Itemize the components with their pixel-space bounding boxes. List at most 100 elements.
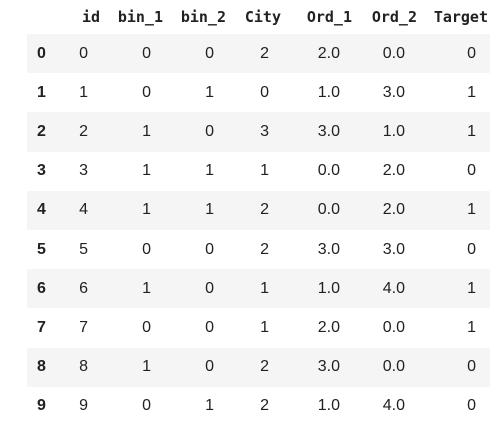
cell-bin-2: 1 xyxy=(205,83,214,101)
row-index: 3 xyxy=(37,162,46,180)
cell-target: 1 xyxy=(467,279,476,297)
cell-bin-2: 0 xyxy=(205,358,214,376)
header-city: City xyxy=(228,0,283,34)
cell-ord-2: 0.0 xyxy=(382,358,405,376)
cell-ord-2: 4.0 xyxy=(382,279,405,297)
cell-city: 2 xyxy=(260,397,269,415)
header-bin-1: bin_1 xyxy=(102,0,165,34)
cell-target: 0 xyxy=(467,397,476,415)
cell-bin-1: 0 xyxy=(142,397,151,415)
table-row: 6 6 1 0 1 1.0 4.0 1 xyxy=(27,269,490,309)
cell-bin-2: 1 xyxy=(205,201,214,219)
cell-city: 0 xyxy=(260,83,269,101)
cell-ord-1: 1.0 xyxy=(317,397,340,415)
cell-target: 0 xyxy=(467,162,476,180)
dataframe-table: id bin_1 bin_2 City Ord_1 Ord_2 Target 0… xyxy=(27,0,490,426)
cell-ord-1: 3.0 xyxy=(317,240,340,258)
cell-bin-1: 1 xyxy=(142,201,151,219)
cell-bin-1: 0 xyxy=(142,44,151,62)
cell-ord-1: 3.0 xyxy=(317,122,340,140)
cell-city: 1 xyxy=(260,279,269,297)
row-index: 2 xyxy=(37,122,46,140)
cell-bin-1: 0 xyxy=(142,83,151,101)
cell-ord-2: 0.0 xyxy=(382,44,405,62)
cell-bin-2: 1 xyxy=(205,162,214,180)
row-index: 5 xyxy=(37,240,46,258)
cell-city: 1 xyxy=(260,318,269,336)
table-row: 3 3 1 1 1 0.0 2.0 0 xyxy=(27,151,490,191)
cell-target: 1 xyxy=(467,122,476,140)
table-row: 8 8 1 0 2 3.0 0.0 0 xyxy=(27,347,490,387)
cell-ord-1: 0.0 xyxy=(317,162,340,180)
cell-ord-1: 1.0 xyxy=(317,279,340,297)
cell-bin-1: 1 xyxy=(142,279,151,297)
cell-city: 2 xyxy=(260,358,269,376)
cell-bin-2: 0 xyxy=(205,318,214,336)
cell-ord-1: 3.0 xyxy=(317,358,340,376)
row-index: 6 xyxy=(37,279,46,297)
header-target: Target xyxy=(419,0,490,34)
cell-target: 0 xyxy=(467,358,476,376)
table-row: 5 5 0 0 2 3.0 3.0 0 xyxy=(27,229,490,270)
header-ord-2: Ord_2 xyxy=(354,0,419,34)
header-row: id bin_1 bin_2 City Ord_1 Ord_2 Target xyxy=(27,0,490,34)
cell-city: 2 xyxy=(260,44,269,62)
cell-bin-1: 1 xyxy=(142,358,151,376)
header-bin-2: bin_2 xyxy=(165,0,228,34)
cell-city: 2 xyxy=(260,240,269,258)
table-row: 4 4 1 1 2 0.0 2.0 1 xyxy=(27,190,490,230)
cell-id: 6 xyxy=(79,279,88,297)
cell-ord-2: 4.0 xyxy=(382,397,405,415)
cell-city: 3 xyxy=(260,122,269,140)
cell-ord-2: 3.0 xyxy=(382,240,405,258)
cell-id: 7 xyxy=(79,318,88,336)
cell-ord-2: 1.0 xyxy=(382,122,405,140)
cell-ord-1: 0.0 xyxy=(317,201,340,219)
header-id: id xyxy=(65,0,102,34)
table-row: 7 7 0 0 1 2.0 0.0 1 xyxy=(27,308,490,348)
row-index: 8 xyxy=(37,358,46,376)
cell-ord-2: 2.0 xyxy=(382,201,405,219)
cell-bin-1: 0 xyxy=(142,318,151,336)
header-ord-1: Ord_1 xyxy=(283,0,354,34)
cell-id: 8 xyxy=(79,358,88,376)
cell-target: 0 xyxy=(467,240,476,258)
cell-ord-1: 1.0 xyxy=(317,83,340,101)
cell-bin-2: 0 xyxy=(205,44,214,62)
cell-ord-2: 0.0 xyxy=(382,318,405,336)
row-index: 4 xyxy=(37,201,46,219)
row-index: 7 xyxy=(37,318,46,336)
row-index: 9 xyxy=(37,397,46,415)
cell-target: 1 xyxy=(467,83,476,101)
row-index: 1 xyxy=(37,83,46,101)
cell-bin-2: 1 xyxy=(205,397,214,415)
cell-target: 1 xyxy=(467,318,476,336)
cell-city: 1 xyxy=(260,162,269,180)
row-index: 0 xyxy=(37,44,46,62)
cell-target: 1 xyxy=(467,201,476,219)
cell-id: 0 xyxy=(79,44,88,62)
cell-bin-1: 1 xyxy=(142,122,151,140)
table-row: 1 1 0 1 0 1.0 3.0 1 xyxy=(27,73,490,113)
cell-bin-2: 0 xyxy=(205,240,214,258)
cell-id: 3 xyxy=(79,162,88,180)
cell-ord-2: 3.0 xyxy=(382,83,405,101)
cell-ord-1: 2.0 xyxy=(317,318,340,336)
cell-id: 1 xyxy=(79,83,88,101)
cell-ord-2: 2.0 xyxy=(382,162,405,180)
cell-bin-1: 1 xyxy=(142,162,151,180)
table-body: 0 0 0 0 2 2.0 0.0 0 1 1 0 1 0 1.0 3.0 1 2 2 1 0 3 3.0 1.0 1 3 3 1 1… xyxy=(27,34,490,426)
cell-id: 4 xyxy=(79,201,88,219)
cell-bin-2: 0 xyxy=(205,279,214,297)
cell-bin-2: 0 xyxy=(205,122,214,140)
cell-id: 5 xyxy=(79,240,88,258)
header-index xyxy=(27,0,65,34)
cell-bin-1: 0 xyxy=(142,240,151,258)
cell-ord-1: 2.0 xyxy=(317,44,340,62)
table-header: id bin_1 bin_2 City Ord_1 Ord_2 Target xyxy=(27,0,490,34)
dataframe-output: id bin_1 bin_2 City Ord_1 Ord_2 Target 0… xyxy=(27,0,490,426)
cell-target: 0 xyxy=(467,44,476,62)
table-row: 9 9 0 1 2 1.0 4.0 0 xyxy=(27,386,490,426)
cell-id: 2 xyxy=(79,122,88,140)
cell-id: 9 xyxy=(79,397,88,415)
